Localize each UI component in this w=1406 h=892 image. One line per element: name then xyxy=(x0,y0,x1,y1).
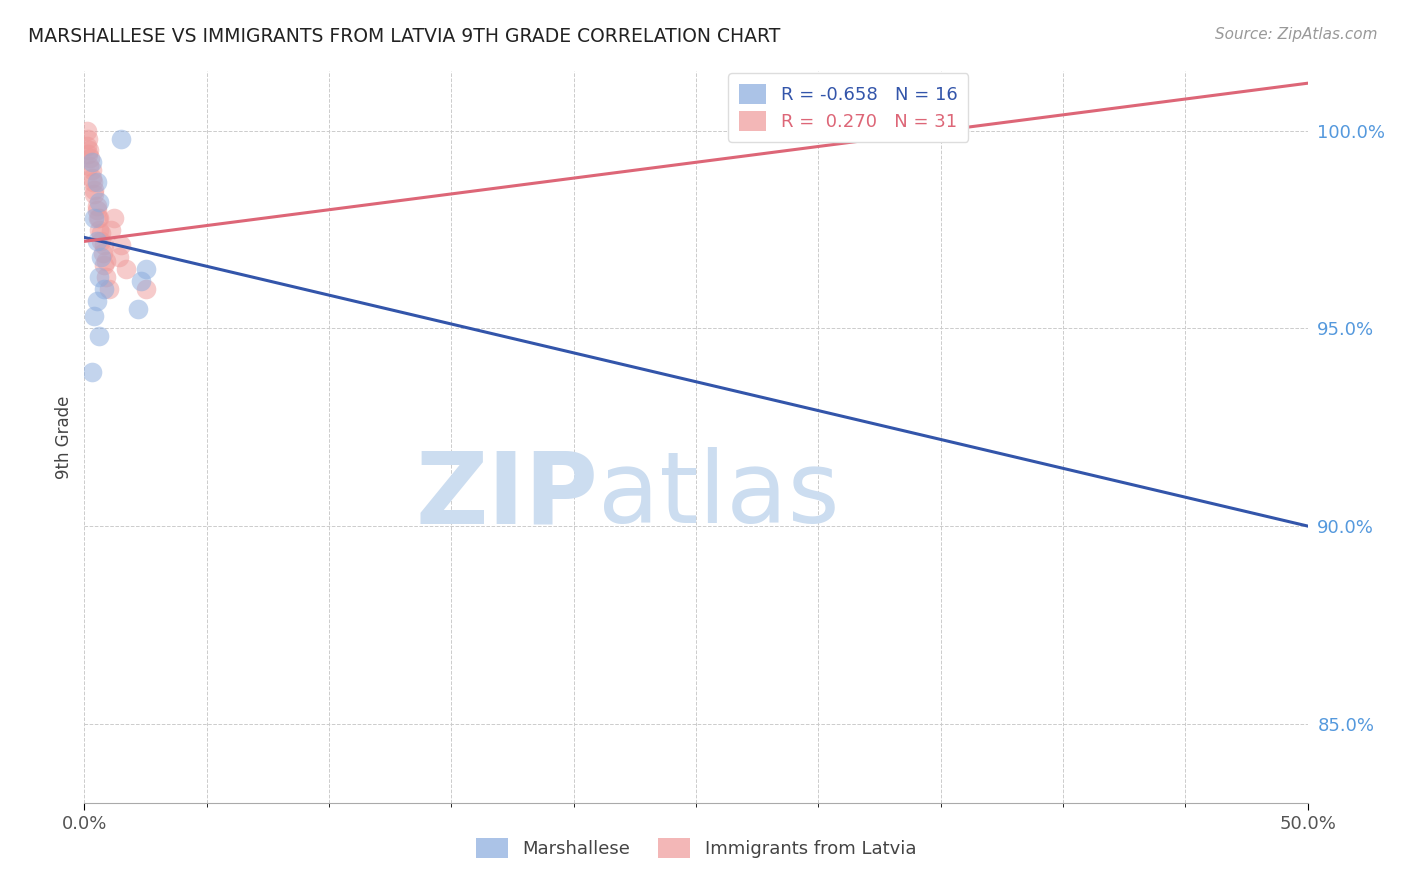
Point xyxy=(80,163,103,178)
Point xyxy=(129,274,152,288)
Point xyxy=(77,144,100,158)
Point xyxy=(110,131,132,145)
Text: atlas: atlas xyxy=(598,447,839,544)
Point xyxy=(76,139,98,153)
Point xyxy=(83,211,105,225)
Point xyxy=(82,175,104,189)
Text: Source: ZipAtlas.com: Source: ZipAtlas.com xyxy=(1215,27,1378,42)
Point xyxy=(135,282,157,296)
Point xyxy=(115,262,138,277)
Point xyxy=(86,293,108,308)
Point xyxy=(96,269,118,284)
Point xyxy=(93,238,115,252)
Point xyxy=(80,171,103,186)
Point xyxy=(86,175,108,189)
Point xyxy=(77,147,100,161)
Point xyxy=(91,246,114,260)
Point xyxy=(86,199,108,213)
Point xyxy=(83,183,105,197)
Point xyxy=(79,152,101,166)
Point xyxy=(93,258,115,272)
Text: ZIP: ZIP xyxy=(415,447,598,544)
Point xyxy=(103,211,125,225)
Point xyxy=(80,365,103,379)
Point xyxy=(90,250,112,264)
Point xyxy=(87,222,110,236)
Point xyxy=(80,155,103,169)
Point xyxy=(90,235,112,249)
Point xyxy=(77,159,100,173)
Point xyxy=(77,131,100,145)
Point xyxy=(96,254,118,268)
Point xyxy=(83,310,105,324)
Point xyxy=(86,202,108,217)
Point xyxy=(97,282,120,296)
Point xyxy=(87,194,110,209)
Point xyxy=(107,250,129,264)
Point xyxy=(110,238,132,252)
Point xyxy=(87,211,110,225)
Point xyxy=(87,329,110,343)
Point xyxy=(76,123,98,137)
Point xyxy=(83,186,105,201)
Point xyxy=(90,227,112,241)
Point xyxy=(86,235,108,249)
Legend: Marshallese, Immigrants from Latvia: Marshallese, Immigrants from Latvia xyxy=(467,829,925,867)
Point xyxy=(93,282,115,296)
Text: MARSHALLESE VS IMMIGRANTS FROM LATVIA 9TH GRADE CORRELATION CHART: MARSHALLESE VS IMMIGRANTS FROM LATVIA 9T… xyxy=(28,27,780,45)
Point xyxy=(87,211,110,225)
Point xyxy=(87,269,110,284)
Point xyxy=(135,262,157,277)
Point xyxy=(100,222,122,236)
Y-axis label: 9th Grade: 9th Grade xyxy=(55,395,73,479)
Point xyxy=(127,301,149,316)
